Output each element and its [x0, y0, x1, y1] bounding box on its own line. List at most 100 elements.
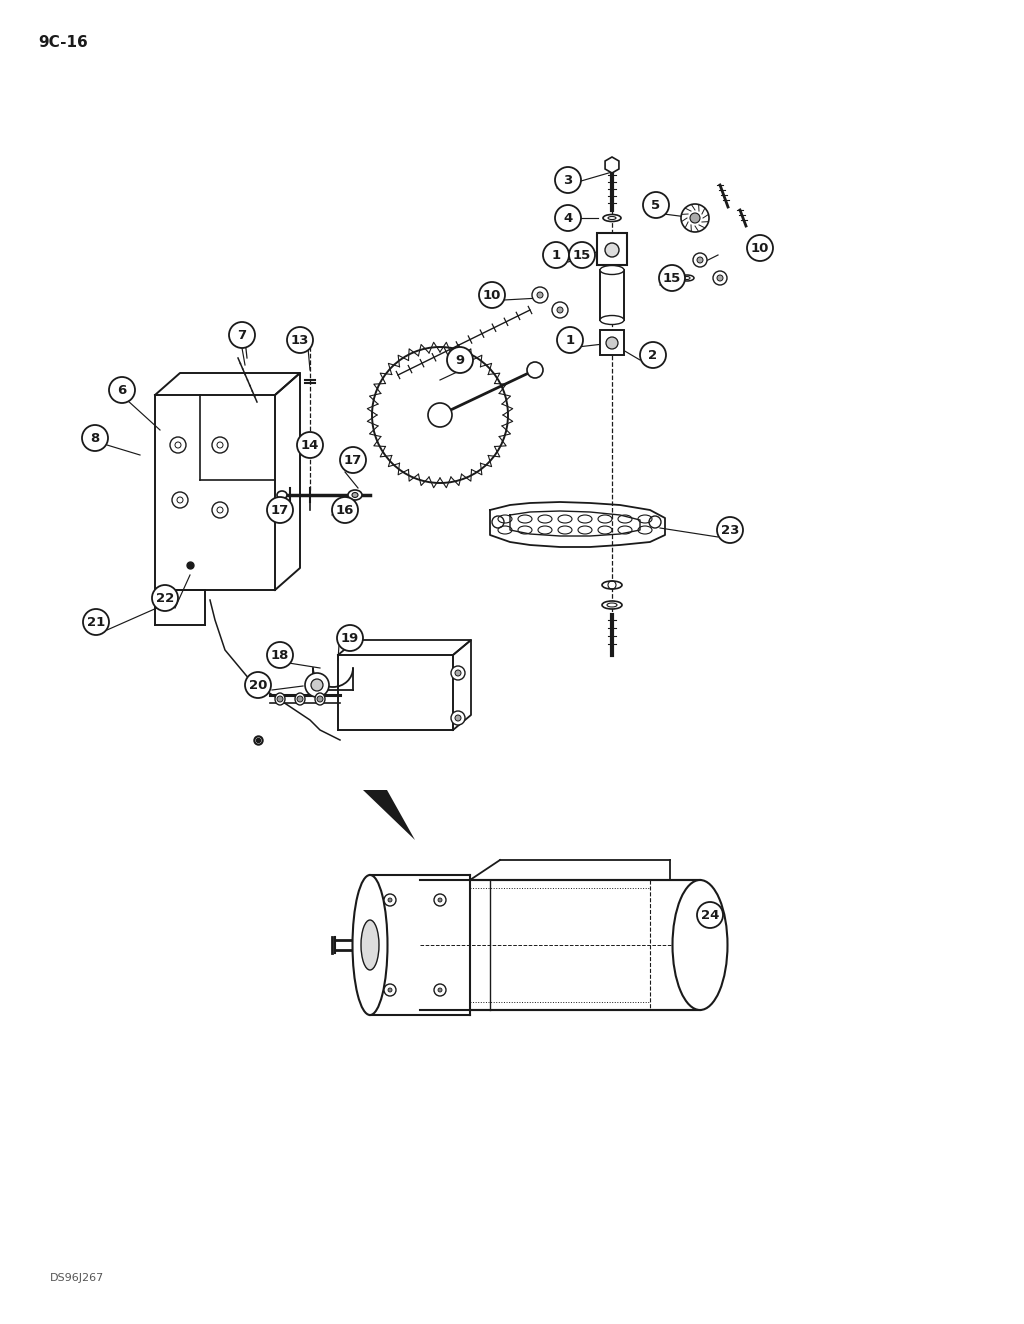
Text: 10: 10: [482, 289, 501, 302]
Text: 23: 23: [721, 523, 739, 536]
Circle shape: [697, 902, 723, 928]
Circle shape: [552, 302, 568, 318]
Circle shape: [301, 436, 319, 454]
Circle shape: [451, 711, 465, 726]
Circle shape: [267, 496, 293, 523]
Text: 20: 20: [249, 678, 267, 691]
Ellipse shape: [275, 692, 285, 704]
Circle shape: [332, 496, 358, 523]
Text: 6: 6: [118, 384, 127, 396]
Ellipse shape: [603, 214, 621, 221]
Circle shape: [306, 441, 314, 449]
Circle shape: [532, 287, 548, 303]
Circle shape: [693, 253, 707, 267]
Text: 15: 15: [572, 249, 591, 262]
Circle shape: [384, 894, 396, 906]
Ellipse shape: [602, 601, 622, 609]
Circle shape: [479, 282, 505, 308]
Ellipse shape: [352, 875, 387, 1016]
Circle shape: [245, 673, 271, 698]
Text: 17: 17: [344, 454, 362, 466]
Ellipse shape: [600, 315, 624, 324]
Circle shape: [713, 271, 727, 285]
Ellipse shape: [361, 920, 379, 970]
Ellipse shape: [680, 275, 694, 281]
Ellipse shape: [278, 491, 287, 499]
Circle shape: [717, 275, 723, 281]
Circle shape: [388, 898, 392, 902]
Circle shape: [434, 894, 446, 906]
Text: 15: 15: [663, 271, 681, 285]
Ellipse shape: [348, 490, 362, 500]
Polygon shape: [605, 158, 618, 173]
Circle shape: [311, 679, 323, 691]
Text: 13: 13: [291, 334, 309, 347]
Circle shape: [717, 516, 743, 543]
Circle shape: [82, 425, 108, 451]
Polygon shape: [600, 270, 624, 320]
Text: 1: 1: [565, 334, 574, 347]
Polygon shape: [600, 330, 624, 355]
Circle shape: [305, 673, 329, 696]
Circle shape: [152, 585, 178, 610]
Circle shape: [267, 642, 293, 669]
Circle shape: [343, 455, 357, 469]
Circle shape: [297, 432, 323, 458]
Circle shape: [372, 347, 508, 483]
Circle shape: [555, 205, 581, 230]
Circle shape: [278, 696, 283, 702]
Text: 22: 22: [156, 592, 174, 605]
Circle shape: [690, 213, 700, 222]
Circle shape: [555, 167, 581, 193]
Text: 19: 19: [341, 632, 359, 645]
Circle shape: [543, 242, 569, 267]
Circle shape: [527, 361, 543, 377]
Circle shape: [492, 516, 504, 528]
Circle shape: [681, 204, 709, 232]
Circle shape: [649, 516, 662, 528]
Circle shape: [557, 307, 563, 312]
Circle shape: [697, 257, 703, 263]
Text: 8: 8: [90, 432, 99, 445]
Circle shape: [569, 242, 595, 267]
Circle shape: [340, 448, 366, 473]
Circle shape: [643, 192, 669, 218]
Ellipse shape: [574, 252, 590, 258]
Circle shape: [438, 898, 442, 902]
Circle shape: [317, 696, 323, 702]
Circle shape: [434, 984, 446, 996]
Text: 14: 14: [301, 438, 319, 451]
Text: 5: 5: [651, 199, 660, 212]
Circle shape: [557, 327, 583, 354]
Circle shape: [455, 670, 461, 677]
Ellipse shape: [315, 692, 325, 704]
Ellipse shape: [295, 692, 305, 704]
Polygon shape: [597, 233, 627, 265]
Polygon shape: [362, 790, 415, 839]
Ellipse shape: [602, 581, 622, 589]
Circle shape: [455, 715, 461, 722]
Circle shape: [447, 347, 473, 373]
Circle shape: [537, 293, 543, 298]
Circle shape: [605, 244, 618, 257]
Circle shape: [109, 377, 135, 402]
Text: 1: 1: [552, 249, 560, 262]
Text: 3: 3: [563, 173, 572, 187]
Circle shape: [337, 625, 362, 651]
Text: DS96J267: DS96J267: [50, 1272, 104, 1283]
Text: 18: 18: [270, 649, 289, 662]
Circle shape: [428, 402, 452, 428]
Text: 24: 24: [700, 908, 719, 922]
Circle shape: [229, 322, 255, 348]
Ellipse shape: [352, 493, 358, 498]
Circle shape: [606, 338, 618, 350]
Ellipse shape: [673, 880, 727, 1010]
Text: 2: 2: [648, 348, 657, 361]
Circle shape: [438, 988, 442, 992]
Text: 4: 4: [563, 212, 572, 225]
Circle shape: [297, 696, 303, 702]
Circle shape: [384, 984, 396, 996]
Text: 17: 17: [271, 503, 289, 516]
Text: 9: 9: [456, 354, 465, 367]
Text: 10: 10: [751, 241, 769, 254]
